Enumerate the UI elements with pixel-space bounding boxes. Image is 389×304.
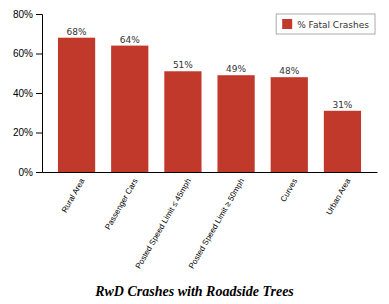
data-label: 49% xyxy=(226,64,246,74)
legend-label: % Fatal Crashes xyxy=(297,20,369,30)
x-tick-label: Posted Speed Limit ≥ 50mph xyxy=(187,177,246,270)
y-tick: 0% xyxy=(19,167,42,178)
x-tick: Rural Area xyxy=(60,176,87,214)
x-tick-label: Rural Area xyxy=(60,176,87,214)
y-tick-label: 40% xyxy=(13,88,33,99)
bar xyxy=(217,75,254,172)
data-label: 48% xyxy=(279,66,299,76)
x-tick: Urban Area xyxy=(324,176,352,216)
bar xyxy=(111,46,148,172)
bar xyxy=(271,77,308,172)
y-tick-mark xyxy=(36,172,42,173)
plot: 0%20%40%60%80%Rural AreaPassenger CarsPo… xyxy=(13,9,378,271)
bar xyxy=(324,111,361,172)
x-axis: Rural AreaPassenger CarsPosted Speed Lim… xyxy=(43,173,378,271)
y-axis-line xyxy=(36,15,43,173)
chart: 0%20%40%60%80%Rural AreaPassenger CarsPo… xyxy=(0,0,389,304)
x-tick-label: Curves xyxy=(279,177,299,203)
legend-swatch xyxy=(282,19,292,29)
legend: % Fatal Crashes xyxy=(276,14,375,34)
y-tick-label: 60% xyxy=(13,48,33,59)
y-tick: 20% xyxy=(13,127,42,138)
y-tick-mark xyxy=(36,93,42,94)
y-tick-mark xyxy=(36,133,42,134)
data-label: 68% xyxy=(67,27,87,37)
legend-frame xyxy=(276,14,375,34)
y-tick-mark xyxy=(36,14,42,15)
bar xyxy=(164,71,201,172)
x-axis-line xyxy=(43,172,378,173)
y-axis: 0% 20% 40% 60% 80% xyxy=(13,9,43,178)
y-tick: 80% xyxy=(13,9,42,20)
x-tick: Curves xyxy=(279,177,299,203)
x-tick: Passenger Cars xyxy=(103,177,139,231)
x-tick: Posted Speed Limit ≤ 45mph xyxy=(134,177,193,270)
data-label: 31% xyxy=(332,100,352,110)
x-tick-label: Urban Area xyxy=(324,176,352,216)
y-tick-label: 80% xyxy=(13,9,33,20)
x-tick: Posted Speed Limit ≥ 50mph xyxy=(187,177,246,270)
data-label: 64% xyxy=(120,35,140,45)
x-tick-label: Posted Speed Limit ≤ 45mph xyxy=(134,177,193,270)
y-tick: 40% xyxy=(13,88,42,99)
data-label: 51% xyxy=(173,60,193,70)
y-tick: 60% xyxy=(13,48,42,59)
x-tick-label: Passenger Cars xyxy=(103,177,139,231)
y-tick-label: 20% xyxy=(13,127,33,138)
bar xyxy=(58,38,95,172)
title: RwD Crashes with Roadside Trees xyxy=(94,284,294,299)
data-labels: 68% 64% 51% 49% 48% 31% xyxy=(67,27,353,110)
bars xyxy=(58,38,361,172)
y-tick-label: 0% xyxy=(19,167,34,178)
y-tick-mark xyxy=(36,54,42,55)
